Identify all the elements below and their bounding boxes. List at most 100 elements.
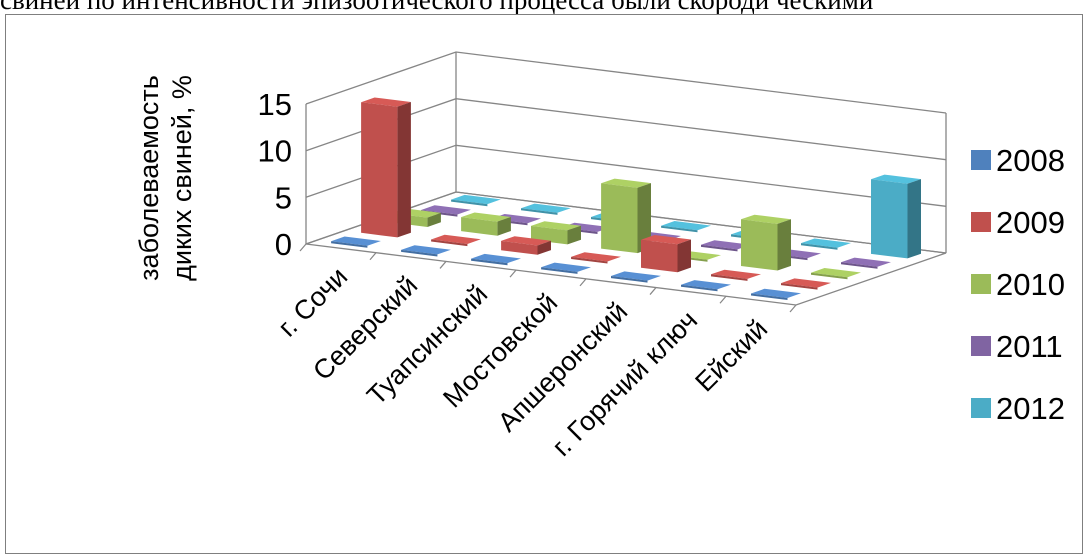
category-tick [789,304,797,313]
chart-bars [331,97,921,300]
bar [331,236,381,248]
y-tick-label: 5 [275,180,292,215]
bar-front [361,102,398,238]
bar-side [567,225,581,245]
bar-front [741,219,778,271]
bar [501,236,551,255]
bar-front [571,256,608,264]
bar [451,194,501,207]
category-tick [439,261,447,269]
y-axis-ticks: 0 5 10 15 [258,87,292,262]
legend-item: 2010 [971,267,1065,302]
category-labels: г. СочиСеверскийТуапсинскийМостовскойАпш… [272,261,773,462]
bar [601,178,651,254]
bar-top [531,221,581,231]
bar-front [871,179,908,259]
category-tick [299,243,307,252]
category-tick [649,287,657,295]
bar-top [361,97,411,107]
bar [401,245,451,257]
bar-front [451,199,488,207]
bar [361,97,411,238]
bar-front [661,225,698,233]
bar-front [701,244,738,252]
bar [681,280,731,292]
bar-top [421,205,471,215]
bar [801,238,851,250]
bar-front [461,217,498,236]
bar [661,221,711,233]
bar-top [571,252,621,262]
bar-top [811,268,861,278]
bar-top [701,240,751,250]
bar [811,268,861,280]
y-tick-label: 0 [275,227,292,262]
legend-swatch [971,274,991,294]
bar [541,262,591,274]
legend-swatch [971,212,991,232]
bar-top [841,257,891,267]
bar-front [331,241,368,248]
bar [781,278,831,290]
bar-top [751,288,801,298]
chart-canvas: 0 5 10 15 г. СочиСеверскийТуапсинскийМостов… [134,51,1065,462]
bar-front [801,243,838,250]
legend-label: 2012 [996,391,1065,426]
bar-front [601,183,638,254]
legend-label: 2009 [996,205,1065,240]
legend-swatch [971,336,991,356]
bar-top [471,253,521,264]
bar-side [497,217,511,236]
bar-top [711,269,761,279]
bar [431,234,481,247]
bar [471,253,521,266]
bar-side [537,240,551,255]
bar-front [641,239,678,273]
bar-top [431,234,481,244]
bar-top [501,236,551,246]
legend-item: 2011 [971,329,1063,364]
bar-top [661,221,711,231]
category-tick [579,278,587,287]
bar-top [801,238,851,248]
bar-top [641,235,691,245]
bar-top [331,236,381,246]
bar-front [841,262,878,269]
bar-side [427,212,441,227]
legend-swatch [971,150,991,170]
bar [751,288,801,300]
bar-front [431,239,468,247]
legend-item: 2008 [971,143,1065,178]
bar [841,257,891,269]
chart-frame: 0 5 10 15 г. Сочи Северский Туапсинский Мостов… [5,14,1083,554]
bar-side [637,183,651,254]
bar-top [741,214,791,224]
bar [521,203,571,215]
bar-front [501,240,538,255]
legend-swatch [971,398,991,418]
category-tick [509,269,517,278]
bar-side [777,219,791,271]
bar-top [781,278,831,288]
bar-top [601,178,651,188]
bar-front [751,293,788,300]
legend: 2008 2009 2010 2011 2012 [971,143,1065,426]
bar-front [781,283,818,290]
bar [641,235,691,273]
legend-label: 2010 [996,267,1065,302]
bar-front [711,274,748,281]
bar-side [677,239,691,273]
bar [571,252,621,264]
bar-top [541,262,591,272]
y-tick-label: 15 [258,87,292,122]
bar [461,212,511,236]
legend-item: 2009 [971,205,1065,240]
bar-front [521,208,558,215]
bar [701,240,751,252]
bar-top [871,174,921,184]
legend-label: 2008 [996,143,1065,178]
bar-top [461,212,511,222]
bar-top [681,280,731,290]
legend-label: 2011 [996,329,1063,364]
bar-front [611,276,648,283]
